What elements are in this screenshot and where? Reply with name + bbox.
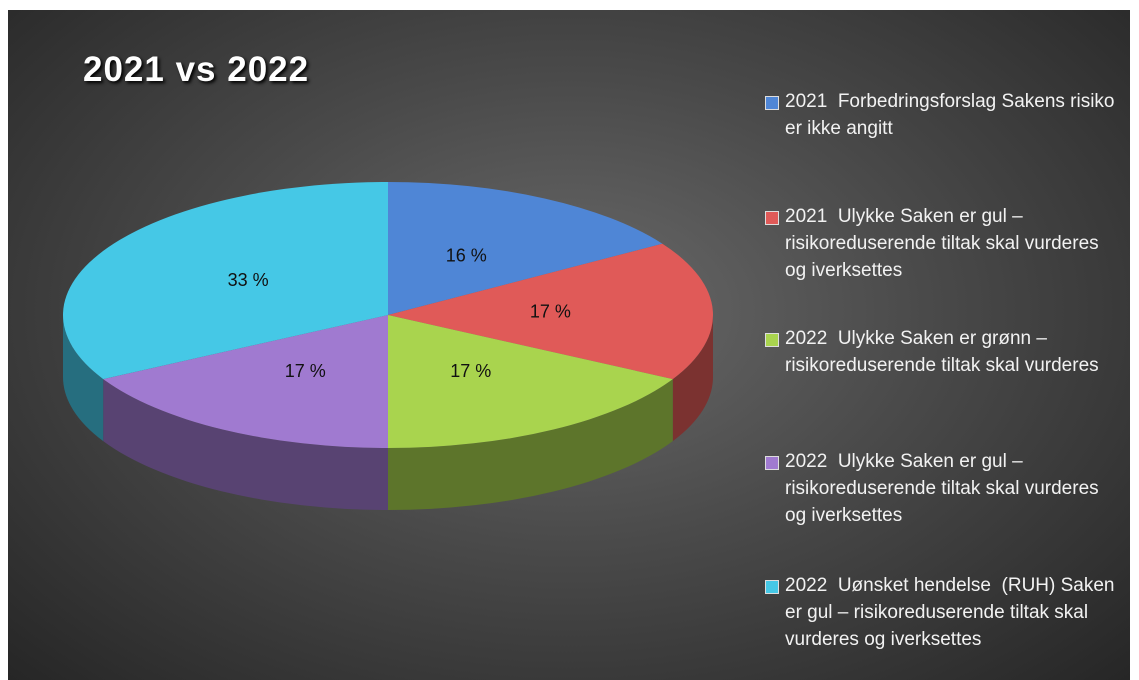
slice bbox=[388, 243, 713, 380]
data-label: 33 % bbox=[228, 270, 269, 290]
data-label: 17 % bbox=[530, 302, 571, 322]
slice bbox=[103, 315, 389, 448]
legend-item: 2022 Ulykke Saken er gul – risikoreduser… bbox=[765, 448, 1115, 529]
legend-label: 2022 Uønsket hendelse (RUH) Saken er gul… bbox=[785, 575, 1120, 650]
data-label: 16 % bbox=[446, 245, 487, 265]
data-label: 17 % bbox=[285, 361, 326, 381]
slice bbox=[63, 182, 389, 380]
slice-side bbox=[672, 315, 713, 442]
legend-label: 2021 Forbedringsforslag Sakens risiko er… bbox=[785, 91, 1120, 139]
slice-side bbox=[388, 379, 673, 511]
chart-area: 16 % 17 % 17 % 17 % 33 % 2021 vs 2022 2021 F… bbox=[8, 10, 1130, 680]
legend-swatch bbox=[765, 96, 779, 110]
legend-item: 2021 Ulykke Saken er gul – risikoreduser… bbox=[765, 203, 1115, 284]
data-label: 17 % bbox=[450, 361, 491, 381]
slice-side bbox=[63, 315, 104, 442]
chart-title: 2021 vs 2022 bbox=[83, 50, 310, 89]
legend-item: 2022 Uønsket hendelse (RUH) Saken er gul… bbox=[765, 572, 1115, 653]
legend-swatch bbox=[765, 456, 779, 470]
legend-label: 2021 Ulykke Saken er gul – risikoreduser… bbox=[785, 206, 1104, 281]
pie-chart: 16 % 17 % 17 % 17 % 33 % bbox=[63, 182, 713, 511]
slice bbox=[388, 315, 673, 448]
legend-item: 2021 Forbedringsforslag Sakens risiko er… bbox=[765, 88, 1115, 142]
legend-label: 2022 Ulykke Saken er gul – risikoreduser… bbox=[785, 451, 1104, 526]
legend-swatch bbox=[765, 333, 779, 347]
slice-side bbox=[103, 379, 389, 510]
slice bbox=[388, 182, 663, 315]
legend-swatch bbox=[765, 211, 779, 225]
legend-swatch bbox=[765, 580, 779, 594]
legend-item: 2022 Ulykke Saken er grønn – risikoredus… bbox=[765, 325, 1115, 379]
legend-label: 2022 Ulykke Saken er grønn – risikoredus… bbox=[785, 328, 1099, 376]
